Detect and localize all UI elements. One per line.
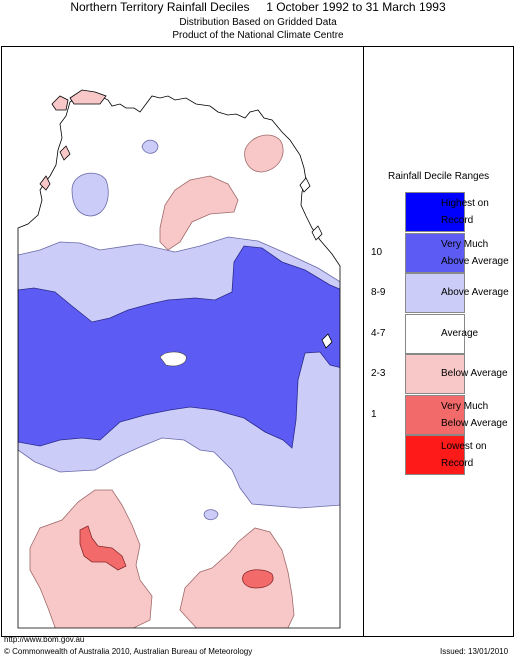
legend-swatch bbox=[405, 394, 465, 435]
legend-decile: 4-7 bbox=[371, 327, 386, 339]
map-subtitle-product: Product of the National Climate Centre bbox=[172, 30, 344, 41]
island-shape bbox=[39, 175, 51, 191]
region-above-average-small bbox=[141, 139, 159, 154]
coastline-outline bbox=[17, 91, 341, 629]
footer-issued: Issued: 13/01/2010 bbox=[440, 647, 509, 656]
legend-swatch bbox=[405, 435, 465, 475]
island-shape bbox=[51, 95, 69, 111]
legend-decile: 2-3 bbox=[371, 368, 386, 379]
region-very-much-below-average-east bbox=[242, 569, 274, 589]
decile-regions bbox=[18, 134, 340, 628]
legend-decile: 8-9 bbox=[371, 287, 386, 298]
footer-copyright: © Commonwealth of Australia 2010, Austra… bbox=[4, 647, 253, 656]
region-below-average-north bbox=[159, 175, 239, 251]
footer-url[interactable]: http://www.bom.gov.au bbox=[4, 635, 85, 644]
island-shape bbox=[299, 177, 311, 193]
legend-label: Lowest on Record bbox=[441, 441, 487, 469]
region-above-average-west bbox=[71, 172, 109, 217]
legend-swatch bbox=[405, 354, 465, 394]
island-shape bbox=[59, 145, 71, 161]
legend-swatch bbox=[405, 232, 465, 273]
legend-title: Rainfall Decile Ranges bbox=[388, 171, 490, 182]
island-shape bbox=[69, 89, 107, 105]
region-very-much-below-average-west bbox=[79, 525, 127, 571]
map-subtitle-distribution: Distribution Based on Gridded Data bbox=[179, 17, 337, 28]
legend-label: Highest on Record bbox=[441, 198, 489, 226]
legend-label: Above Average bbox=[441, 287, 509, 298]
outer-frame bbox=[1, 46, 514, 637]
island-shape bbox=[311, 225, 323, 241]
lake-shape bbox=[159, 351, 187, 367]
legend-decile: 10 bbox=[371, 246, 383, 258]
legend-label: Very Much Above Average bbox=[441, 238, 509, 267]
legend-label: Very Much Below Average bbox=[441, 400, 508, 429]
map-title: Northern Territory Rainfall Deciles 1 Oc… bbox=[70, 0, 446, 14]
legend-swatch bbox=[405, 273, 465, 313]
region-below-average-northeast bbox=[244, 134, 284, 173]
island-shape bbox=[321, 333, 333, 349]
legend-label: Average bbox=[441, 327, 479, 339]
legend-swatch bbox=[405, 192, 465, 232]
legend-label: Below Average bbox=[441, 368, 508, 379]
legend-swatch bbox=[405, 313, 465, 354]
region-very-much-above-average bbox=[18, 245, 340, 449]
region-below-average-southeast bbox=[179, 527, 295, 628]
region-above-average-dot bbox=[203, 509, 219, 521]
legend-decile: 1 bbox=[371, 408, 377, 420]
